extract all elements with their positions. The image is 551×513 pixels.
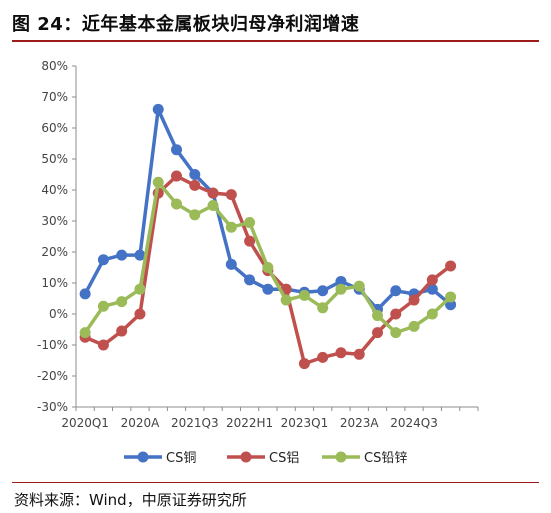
chart-title: 图 24：近年基本金属板块归母净利润增速: [12, 14, 360, 35]
data-point: [262, 283, 274, 295]
data-point: [445, 260, 457, 272]
legend-swatch-marker: [335, 451, 347, 463]
data-point: [317, 285, 329, 297]
data-point: [189, 209, 201, 221]
source-note: 资料来源：Wind，中原证券研究所: [14, 491, 247, 509]
x-tick-label: 2023A: [340, 416, 380, 430]
y-tick-label: 30%: [41, 214, 68, 228]
data-point: [408, 320, 420, 332]
data-point: [390, 285, 402, 297]
y-tick-label: 20%: [41, 245, 68, 259]
y-tick-label: 50%: [41, 152, 68, 166]
data-point: [390, 308, 402, 320]
legend-label: CS铅锌: [364, 451, 407, 466]
y-tick-label: 0%: [49, 307, 68, 321]
y-tick-label: 10%: [41, 276, 68, 290]
data-point: [280, 294, 292, 306]
data-point: [116, 296, 128, 308]
data-point: [408, 294, 420, 306]
data-point: [97, 254, 109, 266]
legend-label: CS铜: [166, 451, 196, 466]
data-point: [207, 200, 219, 211]
data-point: [445, 299, 457, 311]
data-point: [134, 283, 146, 295]
data-point: [317, 351, 329, 363]
data-point: [171, 144, 182, 156]
data-point: [171, 170, 182, 182]
data-point: [372, 327, 383, 339]
line-chart: 80% 70% 60% 50% 40% 30% 20% 10% 0% -10% -20% -30% 20…: [37, 59, 479, 466]
data-point: [244, 235, 256, 247]
y-tick-label: -20%: [37, 369, 68, 383]
data-point: [390, 327, 402, 339]
legend-swatch-marker: [240, 451, 252, 463]
data-point: [426, 274, 438, 286]
data-point: [97, 339, 109, 351]
data-point: [116, 325, 128, 337]
x-tick-label: 2024Q3: [390, 416, 438, 430]
data-point: [189, 179, 201, 191]
x-tick-label: 2020Q1: [61, 416, 109, 430]
y-tick-label: 80%: [41, 59, 68, 73]
y-tick-label: -10%: [37, 338, 68, 352]
data-point: [171, 198, 182, 210]
data-point: [353, 280, 365, 292]
legend-label: CS铝: [269, 451, 299, 466]
data-point: [445, 291, 457, 303]
data-point: [152, 176, 164, 188]
data-point: [134, 308, 146, 320]
data-point: [79, 327, 91, 339]
data-point: [225, 258, 237, 270]
data-point: [317, 302, 329, 314]
data-point: [79, 288, 91, 300]
data-point: [97, 300, 109, 312]
data-point: [244, 274, 256, 286]
y-tick-label: 40%: [41, 183, 68, 197]
data-point: [116, 249, 128, 261]
data-point: [353, 348, 365, 360]
y-tick-label: 70%: [41, 90, 68, 104]
data-point: [207, 187, 219, 199]
x-tick-label: 2021Q3: [171, 416, 219, 430]
data-point: [134, 249, 146, 261]
x-tick-label: 2020A: [121, 416, 161, 430]
data-point: [335, 283, 347, 295]
x-tick-label: 2022H1: [226, 416, 273, 430]
legend-swatch-marker: [137, 451, 149, 463]
data-point: [335, 275, 347, 287]
data-point: [189, 169, 201, 180]
data-point: [225, 221, 237, 233]
data-point: [152, 103, 164, 115]
data-point: [335, 347, 347, 359]
y-tick-label: -30%: [37, 400, 68, 414]
data-point: [426, 308, 438, 320]
data-point: [262, 262, 274, 273]
x-tick-label: 2023Q1: [281, 416, 329, 430]
data-point: [225, 189, 237, 201]
data-point: [298, 289, 310, 301]
footer-divider: [12, 482, 539, 483]
data-point: [372, 310, 383, 322]
y-tick-label: 60%: [41, 121, 68, 135]
data-point: [244, 217, 256, 229]
title-divider: [12, 40, 539, 42]
data-point: [426, 283, 438, 295]
data-point: [298, 358, 310, 370]
